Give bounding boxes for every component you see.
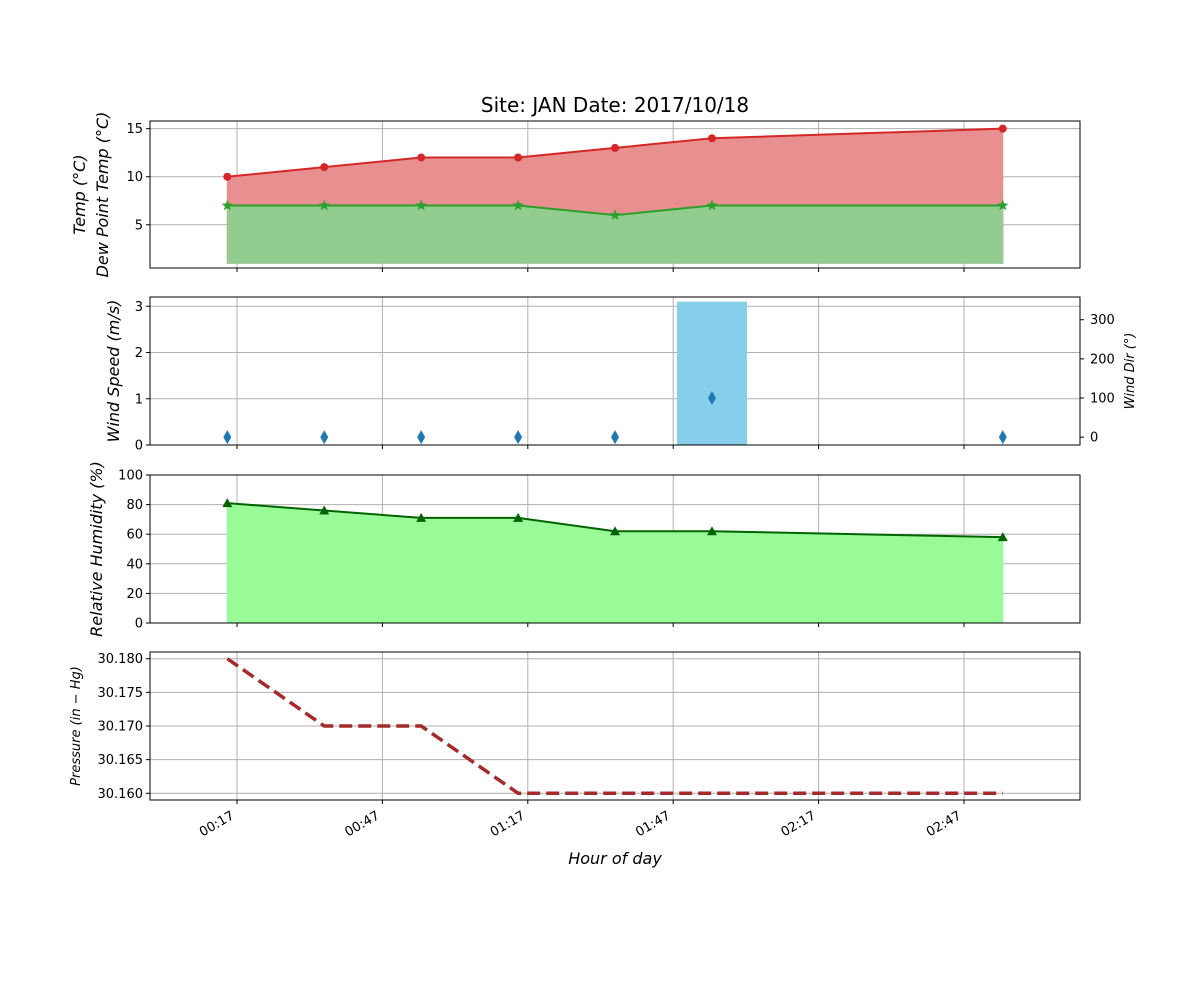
y-tick-label: 0 [135,617,143,632]
x-axis-label: Hour of day [568,849,662,868]
data-point [706,526,717,536]
panel-temperature: 5 10 15 Temp (°C) Dew Point Temp (°C) [70,112,1081,278]
data-point [222,498,233,508]
wind-dir-point [320,430,329,445]
y-tick-label: 30.170 [98,720,144,735]
x-tick-label: 00:47 [342,808,382,840]
y-tick-label: 3 [135,300,143,315]
data-point [611,143,620,152]
y2-tick-label: 100 [1090,392,1115,407]
y-axis-label-2: Dew Point Temp (°C) [93,112,112,278]
panel-frame [149,296,1081,446]
data-point [998,124,1007,133]
series-pressure [226,657,1003,796]
y-tick-label: 30.165 [98,753,144,768]
x-tick-label: 01:17 [488,808,528,840]
panel-frame [149,651,1081,801]
panel-frame [149,120,1081,269]
data-point [320,163,329,172]
x-tick-label: 00:17 [197,808,237,840]
series-wind-speed [676,301,747,445]
data-point [514,153,523,162]
series-wind-dir [223,391,1007,445]
x-tick-label: 02:47 [924,808,964,840]
wind-dir-point [514,430,523,445]
wind-dir-point [223,430,232,445]
chart-title: Site: JAN Date: 2017/10/18 [481,93,749,117]
data-point [415,199,427,211]
series-relative-humidity [222,498,1008,624]
y-tick-label: 100 [118,469,143,484]
y-tick-label: 10 [126,170,143,185]
y-axis-label: Pressure (in − Hg) [69,666,84,786]
y-axis-label: Relative Humidity (%) [87,461,106,637]
panel-frame [149,474,1081,624]
y-tick-label: 15 [126,122,143,137]
y-tick-label: 80 [126,498,143,513]
area-fill [226,502,1004,624]
wind-dir-point [998,430,1007,445]
y2-tick-label: 0 [1090,431,1098,446]
panels-group: 5 10 15 Temp (°C) Dew Point Temp (°C) 0 1 2 3 0 10… [69,112,1138,841]
y2-tick-label: 300 [1090,313,1115,328]
panel-wind: 0 1 2 3 0 100 200 300 Wind Dir (°) Wind Speed (m/… [104,296,1138,454]
data-point [318,199,330,211]
data-point [417,153,426,162]
wind-dir-point [707,391,716,406]
y-tick-label: 2 [135,346,143,361]
data-point [223,172,232,181]
data-point [706,199,718,211]
wind-speed-bar [676,301,747,445]
data-point [609,209,621,221]
data-point [221,199,234,211]
y-tick-label: 30.175 [98,686,144,701]
y-tick-label: 20 [126,587,143,602]
x-tick-label: 01:47 [633,808,673,840]
y-tick-label: 1 [135,392,143,407]
y2-tick-label: 200 [1090,352,1115,367]
panel-humidity: 0 20 40 60 80 100 Relative Humidity (%) [87,461,1081,637]
y-tick-label: 60 [126,528,143,543]
y-tick-label: 30.180 [98,652,144,667]
wind-dir-point [611,430,620,445]
data-point [997,532,1008,542]
y-tick-label: 0 [135,439,143,454]
panel-pressure: 30.180 30.175 30.170 30.165 30.160 00:17 00:47… [69,651,1081,840]
y-tick-label: 30.160 [98,787,144,802]
series-line [226,657,1003,796]
data-point [319,505,330,515]
y-tick-label: 5 [135,218,143,233]
data-point [416,512,427,522]
data-point [513,512,524,522]
y-tick-label: 40 [126,557,143,572]
data-point [707,134,716,143]
wind-dir-point [417,430,426,445]
series-dew-point-temp [221,199,1009,264]
data-point [512,199,524,211]
y2-axis-label: Wind Dir (°) [1123,333,1138,410]
y-axis-label: Wind Speed (m/s) [104,300,123,443]
data-point [610,526,621,536]
y-axis-label: Temp (°C) [70,154,89,234]
data-point [997,199,1009,211]
x-tick-label: 02:17 [779,808,819,840]
